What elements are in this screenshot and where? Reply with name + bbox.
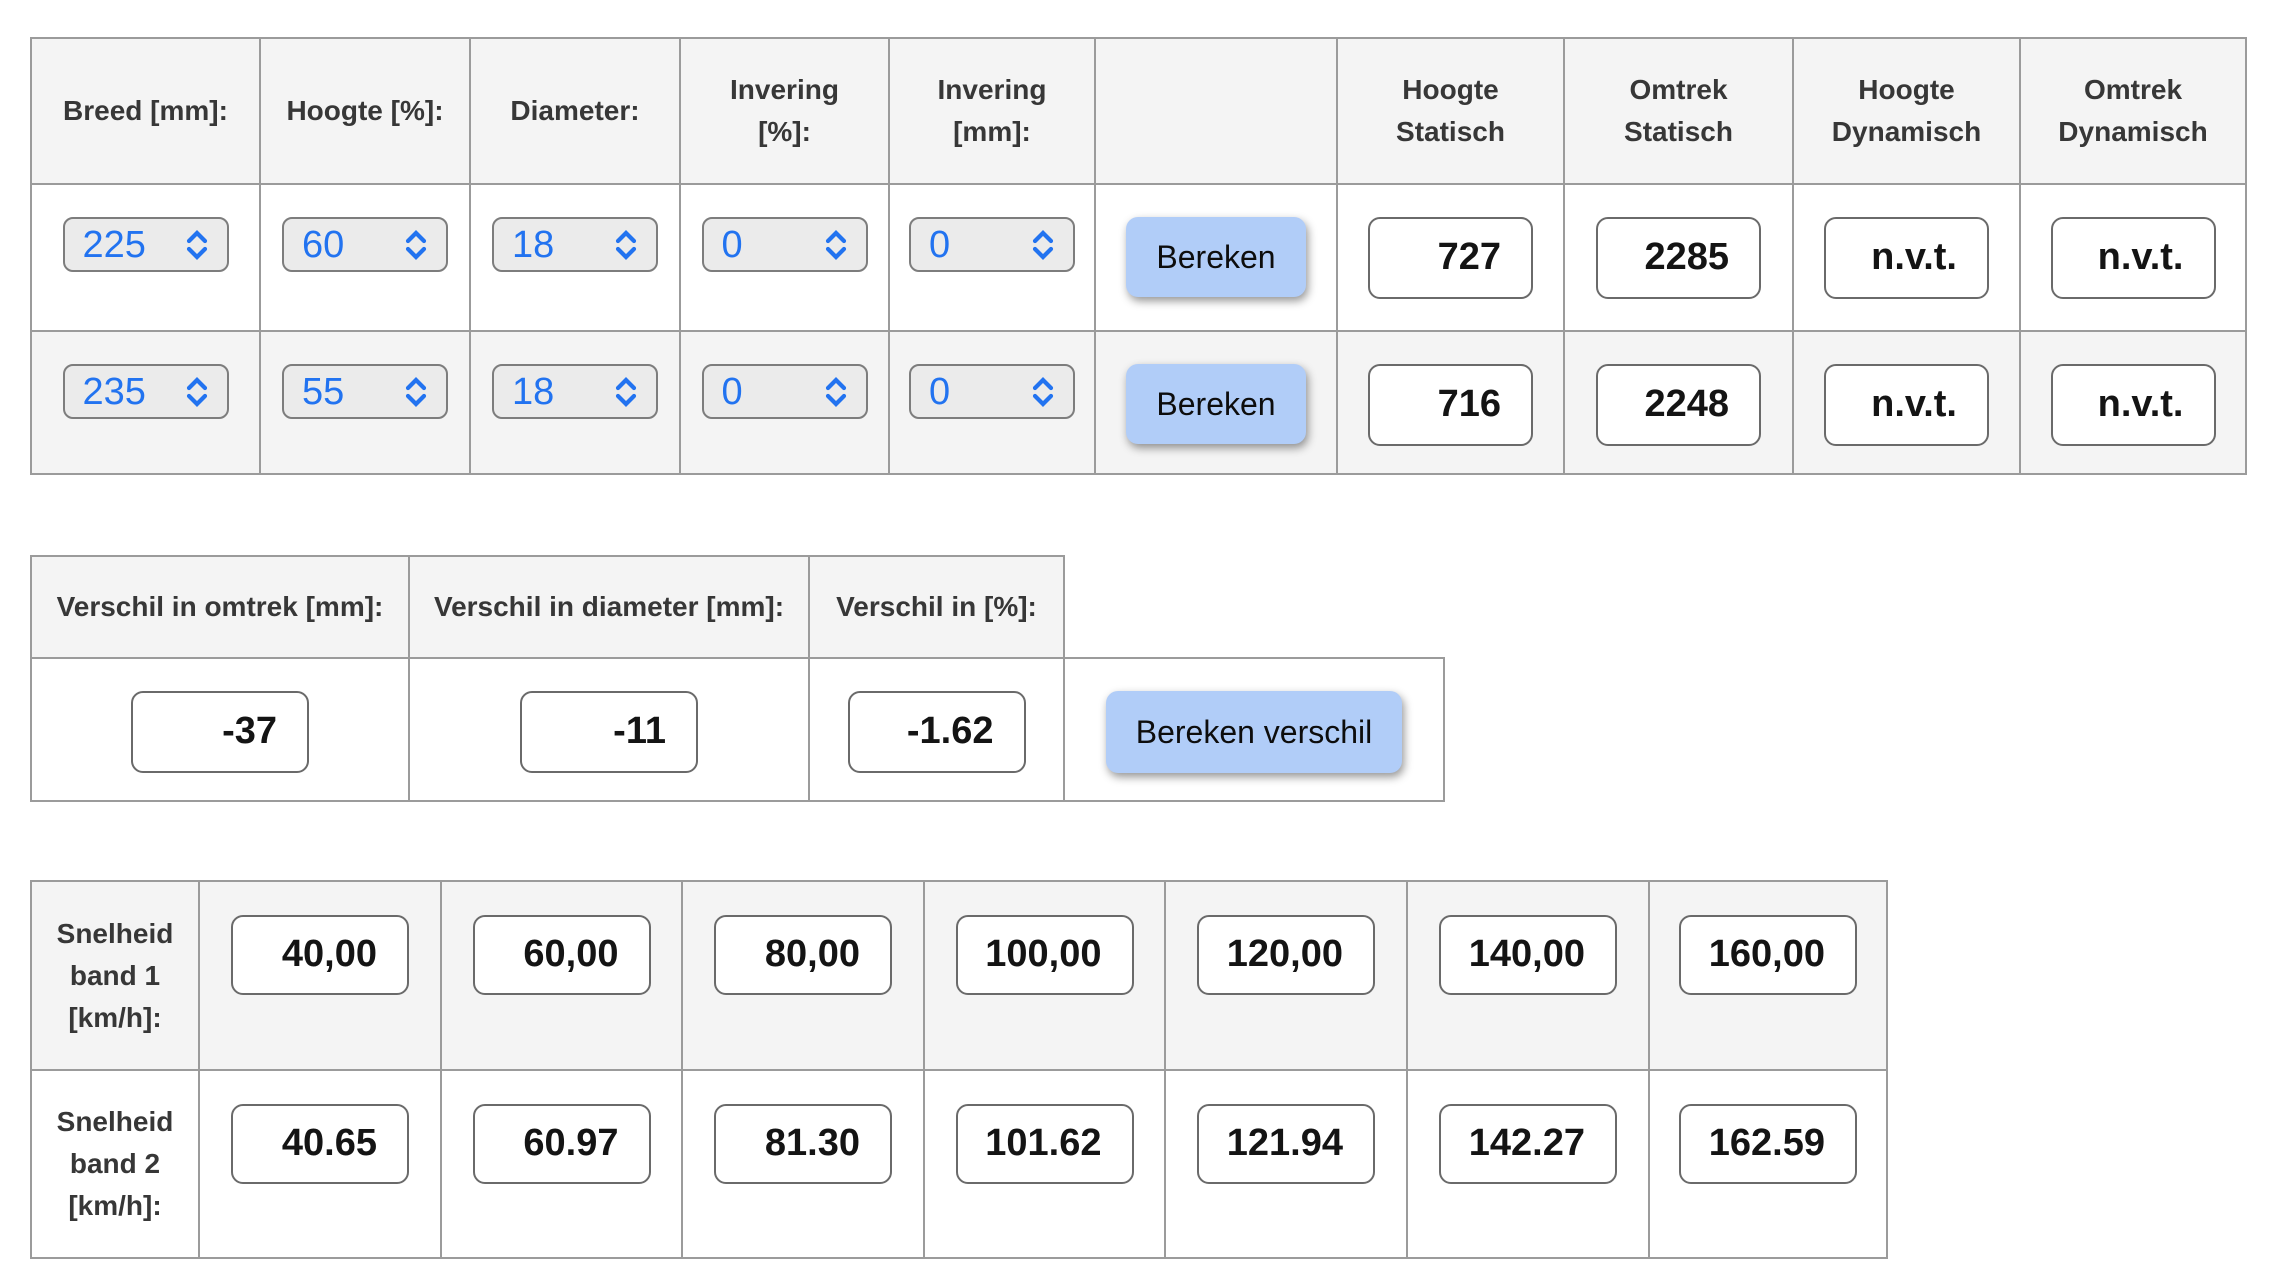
diameter-input-row1[interactable]: 18	[492, 217, 658, 272]
bereken-button-row2[interactable]: Bereken	[1126, 364, 1306, 444]
verschil-header-row: Verschil in omtrek [mm]: Verschil in dia…	[30, 555, 1444, 659]
header-omtrek-statisch: Omtrek Statisch	[1563, 37, 1794, 185]
header-spacer	[1064, 556, 1444, 658]
header-verschil-diameter: Verschil in diameter [mm]:	[408, 555, 810, 659]
hoogte-dynamisch-output-row2: n.v.t.	[1824, 364, 1989, 446]
tire-size-table: Breed [mm]: Hoogte [%]: Diameter: Inveri…	[30, 37, 2247, 475]
header-invering-mm: Invering [mm]:	[888, 37, 1096, 185]
tire-row-2: 235 55 18 0	[30, 330, 2247, 475]
stepper-icon[interactable]	[614, 228, 638, 262]
omtrek-dynamisch-output-row2: n.v.t.	[2050, 364, 2216, 446]
invering-pct-input-row2[interactable]: 0	[701, 364, 868, 419]
breed-value-row1: 225	[82, 223, 146, 266]
band1-speed-output-5: 120,00	[1197, 915, 1375, 995]
snelheid-band2-row: Snelheid band 2 [km/h]: 40.65 60.97 81.3…	[30, 1069, 1888, 1259]
omtrek-statisch-output-row2: 2248	[1596, 364, 1761, 446]
band2-speed-output-4: 101.62	[955, 1104, 1134, 1184]
hoogte-input-row1[interactable]: 60	[282, 217, 448, 272]
header-verschil-omtrek: Verschil in omtrek [mm]:	[30, 555, 410, 659]
band1-speed-output-2: 60,00	[472, 915, 651, 995]
stepper-icon[interactable]	[1031, 228, 1055, 262]
stepper-icon[interactable]	[185, 375, 209, 409]
hoogte-statisch-output-row2: 716	[1368, 364, 1533, 446]
stepper-icon[interactable]	[404, 375, 428, 409]
stepper-icon[interactable]	[824, 375, 848, 409]
header-verschil-pct: Verschil in [%]:	[808, 555, 1065, 659]
header-hoogte-dynamisch: Hoogte Dynamisch	[1792, 37, 2021, 185]
stepper-icon[interactable]	[1031, 375, 1055, 409]
band1-speed-output-3: 80,00	[714, 915, 892, 995]
band2-speed-output-3: 81.30	[714, 1104, 892, 1184]
snelheid-table: Snelheid band 1 [km/h]: 40,00 60,00 80,0…	[30, 880, 1888, 1259]
stepper-icon[interactable]	[614, 375, 638, 409]
band2-speed-output-7: 162.59	[1679, 1104, 1857, 1184]
header-invering-pct: Invering [%]:	[679, 37, 890, 185]
hoogte-statisch-output-row1: 727	[1368, 217, 1533, 299]
band1-speed-output-7: 160,00	[1679, 915, 1857, 995]
band2-speed-output-5: 121.94	[1197, 1104, 1375, 1184]
snelheid-band1-label: Snelheid band 1 [km/h]:	[30, 880, 200, 1071]
diameter-value-row1: 18	[512, 223, 555, 266]
omtrek-statisch-output-row1: 2285	[1596, 217, 1761, 299]
stepper-icon[interactable]	[824, 228, 848, 262]
invering-pct-value-row1: 0	[721, 223, 743, 266]
breed-input-row1[interactable]: 225	[62, 217, 229, 272]
verschil-diameter-output: -11	[520, 691, 698, 773]
verschil-table: Verschil in omtrek [mm]: Verschil in dia…	[30, 555, 1445, 802]
header-empty	[1094, 37, 1338, 185]
verschil-pct-output: -1.62	[847, 691, 1026, 773]
stepper-icon[interactable]	[404, 228, 428, 262]
hoogte-value-row1: 60	[302, 223, 345, 266]
verschil-value-row: -37 -11 -1.62 Bereken verschil	[30, 657, 1445, 802]
invering-mm-input-row2[interactable]: 0	[909, 364, 1075, 419]
tire-table-header-row: Breed [mm]: Hoogte [%]: Diameter: Inveri…	[30, 37, 2247, 185]
band1-speed-output-4: 100,00	[955, 915, 1134, 995]
snelheid-band2-label: Snelheid band 2 [km/h]:	[30, 1069, 200, 1259]
stepper-icon[interactable]	[185, 228, 209, 262]
diameter-input-row2[interactable]: 18	[492, 364, 658, 419]
bereken-verschil-button[interactable]: Bereken verschil	[1105, 691, 1403, 773]
invering-mm-input-row1[interactable]: 0	[909, 217, 1075, 272]
invering-mm-value-row2: 0	[929, 370, 951, 413]
bereken-button-row1[interactable]: Bereken	[1126, 217, 1306, 297]
invering-pct-value-row2: 0	[721, 370, 743, 413]
diameter-value-row2: 18	[512, 370, 555, 413]
header-omtrek-dynamisch: Omtrek Dynamisch	[2019, 37, 2247, 185]
band2-speed-output-1: 40.65	[231, 1104, 409, 1184]
header-hoogte-statisch: Hoogte Statisch	[1336, 37, 1565, 185]
invering-mm-value-row1: 0	[929, 223, 951, 266]
hoogte-value-row2: 55	[302, 370, 345, 413]
header-breed: Breed [mm]:	[30, 37, 261, 185]
verschil-omtrek-output: -37	[131, 691, 309, 773]
breed-input-row2[interactable]: 235	[62, 364, 229, 419]
hoogte-input-row2[interactable]: 55	[282, 364, 448, 419]
tire-row-1: 225 60 18 0	[30, 183, 2247, 332]
header-hoogte: Hoogte [%]:	[259, 37, 471, 185]
snelheid-band1-row: Snelheid band 1 [km/h]: 40,00 60,00 80,0…	[30, 880, 1888, 1071]
header-diameter: Diameter:	[469, 37, 681, 185]
omtrek-dynamisch-output-row1: n.v.t.	[2050, 217, 2216, 299]
band2-speed-output-2: 60.97	[472, 1104, 651, 1184]
band1-speed-output-1: 40,00	[231, 915, 409, 995]
invering-pct-input-row1[interactable]: 0	[701, 217, 868, 272]
band1-speed-output-6: 140,00	[1439, 915, 1617, 995]
breed-value-row2: 235	[82, 370, 146, 413]
band2-speed-output-6: 142.27	[1439, 1104, 1617, 1184]
hoogte-dynamisch-output-row1: n.v.t.	[1824, 217, 1989, 299]
